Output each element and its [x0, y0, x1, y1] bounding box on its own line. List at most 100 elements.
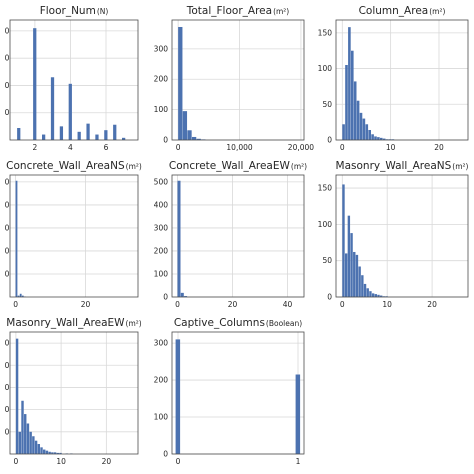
- histogram-bar: [122, 137, 126, 140]
- histogram-bar: [24, 414, 27, 454]
- histogram-bar: [366, 288, 369, 297]
- histogram-bar: [33, 28, 37, 141]
- x-tick-label: 4: [68, 143, 73, 152]
- histogram-bar: [18, 431, 22, 454]
- axes-frame: [171, 331, 305, 455]
- y-tick-label: 400: [154, 200, 169, 209]
- subplot-3: 0 10 20 0 50 100 150 Column_Area(m²): [318, 5, 469, 152]
- y-tick-label: 0: [5, 54, 10, 63]
- histogram-bar: [358, 266, 361, 297]
- y-tick-label: 0: [327, 293, 332, 302]
- x-tick-label: 20: [427, 300, 437, 309]
- histogram-bar: [382, 138, 386, 140]
- histogram-bar: [34, 440, 38, 454]
- histogram-bar: [369, 291, 372, 297]
- histogram-bar: [368, 130, 371, 140]
- x-tick-label: 20,000: [288, 143, 314, 152]
- title-unit: (m²): [452, 162, 468, 171]
- histogram-bar: [15, 338, 19, 454]
- y-tick-label: 0: [5, 361, 10, 370]
- histogram-bar: [374, 136, 377, 140]
- subplot-title: Concrete_Wall_AreaNS(m²): [6, 160, 142, 172]
- histogram-bar: [37, 444, 41, 454]
- histogram-bar: [51, 452, 54, 454]
- histogram-bar: [17, 295, 20, 297]
- subplot-4: 0 20 0 0 0 0 0 Concrete_Wall_AreaNS(m²): [5, 160, 142, 309]
- histogram-bar: [95, 134, 99, 140]
- axes-frame: [335, 174, 469, 298]
- y-tick-label: 0: [5, 177, 10, 186]
- x-tick-label: 40: [283, 300, 293, 309]
- histogram-bar: [196, 138, 201, 140]
- histogram-bar: [182, 111, 188, 140]
- y-tick-label: 0: [163, 293, 168, 302]
- histogram-bar: [365, 124, 369, 140]
- title-unit: (m²): [273, 7, 289, 16]
- x-tick-label: 10: [386, 143, 396, 152]
- histogram-bar: [40, 447, 43, 454]
- histogram-bar: [380, 295, 383, 297]
- x-tick-label: 10,000: [226, 143, 252, 152]
- histogram-bar: [113, 124, 117, 140]
- histogram-bar: [187, 130, 192, 140]
- histogram-bar: [356, 100, 360, 140]
- histogram-bar: [177, 180, 181, 297]
- histogram-bar: [347, 215, 351, 297]
- y-tick-label: 0: [5, 223, 10, 232]
- y-tick-label: 0: [5, 427, 10, 436]
- histogram-bar: [380, 137, 383, 140]
- y-tick-label: 0: [5, 108, 10, 117]
- histogram-bar: [50, 77, 55, 140]
- title-name: Masonry_Wall_AreaEW: [6, 317, 125, 329]
- y-tick-label: 150: [318, 184, 333, 193]
- x-tick-label: 6: [104, 143, 109, 152]
- histogram-bar: [56, 452, 60, 454]
- x-tick-label: 0: [13, 300, 18, 309]
- subplot-6: 0 10 20 0 50 100 150 Masonry_Wall_AreaNS(m²): [318, 160, 469, 309]
- histogram-bar: [48, 451, 51, 454]
- histogram-bar: [361, 275, 364, 297]
- y-tick-label: 100: [154, 413, 169, 422]
- histogram-bar: [342, 124, 345, 140]
- histogram-bar: [353, 251, 356, 297]
- y-tick-label: 0: [163, 136, 168, 145]
- subplot-1: 2 4 6 0 0 0 0 Floor_Num(N): [5, 5, 139, 152]
- title-name: Captive_Columns: [174, 317, 265, 329]
- title-name: Floor_Num: [40, 5, 96, 17]
- histogram-bar: [348, 27, 351, 141]
- histogram-bar: [350, 50, 354, 140]
- title-unit: (Boolean): [266, 319, 302, 328]
- histogram-bar: [191, 136, 197, 140]
- histogram-bar: [353, 81, 357, 140]
- histogram-bar: [15, 180, 18, 297]
- y-tick-label: 300: [154, 44, 169, 53]
- axes-frame: [335, 19, 469, 141]
- title-name: Column_Area: [359, 5, 429, 17]
- histogram-bar: [180, 292, 184, 297]
- subplot-title: Masonry_Wall_AreaNS(m²): [336, 160, 469, 172]
- histogram-bar: [42, 134, 46, 140]
- histogram-bar: [53, 452, 57, 454]
- title-name: Total_Floor_Area: [186, 5, 272, 17]
- x-tick-label: 0: [176, 457, 181, 466]
- axes-frame: [171, 19, 305, 141]
- title-unit: (m²): [126, 162, 142, 171]
- histogram-bar: [59, 126, 64, 140]
- title-unit: (N): [97, 7, 109, 16]
- histogram-bar: [45, 450, 49, 454]
- histogram-bar: [104, 130, 108, 140]
- histogram-bar: [184, 296, 188, 297]
- histogram-bar: [59, 452, 62, 454]
- y-tick-label: 200: [154, 376, 169, 385]
- axes-frame: [9, 331, 139, 455]
- y-tick-label: 100: [318, 64, 333, 73]
- y-tick-label: 200: [154, 75, 169, 84]
- x-tick-label: 20: [102, 457, 112, 466]
- subplot-title: Column_Area(m²): [359, 5, 446, 17]
- title-unit: (m²): [126, 319, 142, 328]
- histogram-bar: [371, 134, 374, 140]
- histogram-bar: [377, 137, 380, 140]
- y-tick-label: 100: [154, 269, 169, 278]
- subplot-5: 0 20 400100200300400500Concrete_Wall_AreaE…: [154, 160, 307, 309]
